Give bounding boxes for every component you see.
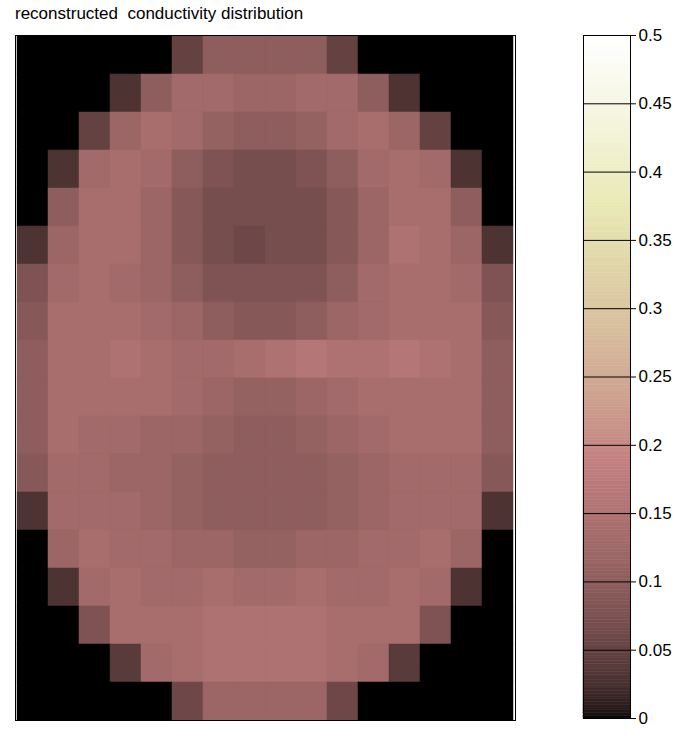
svg-text:0.1: 0.1 — [639, 572, 663, 591]
svg-text:0.2: 0.2 — [639, 436, 663, 455]
svg-text:0.05: 0.05 — [639, 641, 672, 660]
svg-text:0.4: 0.4 — [639, 163, 663, 182]
svg-text:0.25: 0.25 — [639, 367, 672, 386]
svg-text:0.3: 0.3 — [639, 299, 663, 318]
svg-text:0: 0 — [639, 709, 648, 728]
html-text:reconstructed conductivity dis: reconstructed conductivity distribution — [15, 4, 304, 23]
svg-text:0.15: 0.15 — [639, 504, 672, 523]
svg-text:0.35: 0.35 — [639, 231, 672, 250]
svg-text:0.5: 0.5 — [639, 26, 663, 45]
svg-text:0.45: 0.45 — [639, 94, 672, 113]
